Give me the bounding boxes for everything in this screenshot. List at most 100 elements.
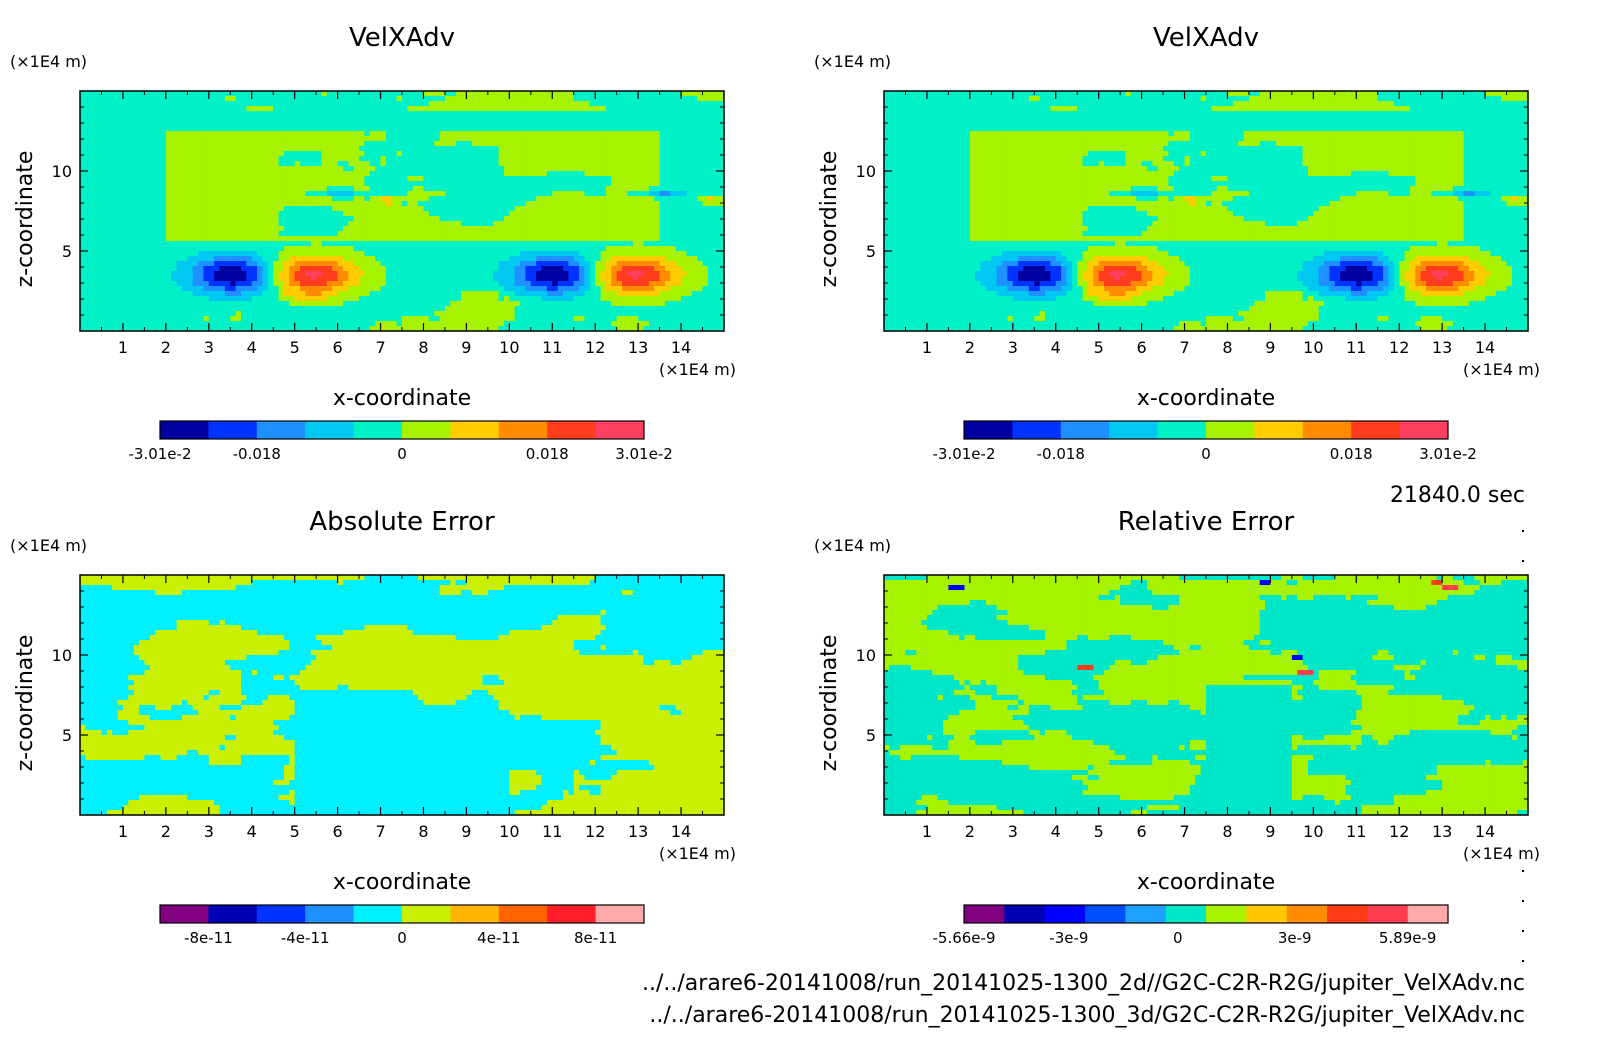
contour-cell xyxy=(584,291,591,297)
contour-cell xyxy=(337,191,344,197)
contour-cell xyxy=(434,276,441,282)
contour-cell xyxy=(144,296,151,302)
contour-cell xyxy=(568,216,575,222)
contour-cell xyxy=(283,196,290,202)
contour-cell xyxy=(498,171,505,177)
contour-cell xyxy=(149,256,156,262)
contour-cell xyxy=(224,126,231,132)
contour-cell xyxy=(80,126,86,132)
contour-cell xyxy=(246,276,253,282)
contour-cell xyxy=(487,281,494,287)
contour-cell xyxy=(337,281,344,287)
contour-cell xyxy=(139,156,145,162)
contour-cell xyxy=(348,221,355,227)
contour-cell xyxy=(294,256,301,262)
contour-cell xyxy=(160,196,167,202)
contour-cell xyxy=(477,176,484,182)
contour-cell xyxy=(385,141,392,147)
contour-cell xyxy=(525,226,532,232)
contour-cell xyxy=(353,171,360,177)
contour-cell xyxy=(353,291,360,297)
contour-cell xyxy=(450,271,457,277)
contour-cell xyxy=(305,321,312,327)
contour-cell xyxy=(155,226,162,232)
contour-cell xyxy=(536,121,543,127)
contour-cell xyxy=(455,121,462,127)
contour-cell xyxy=(326,241,333,247)
contour-cell xyxy=(101,321,108,327)
contour-cell xyxy=(198,201,205,207)
contour-cell xyxy=(96,186,103,192)
contour-cell xyxy=(101,326,108,332)
contour-cell xyxy=(455,101,462,107)
contour-cell xyxy=(257,211,264,217)
contour-cell xyxy=(520,216,527,222)
contour-cell xyxy=(160,191,167,197)
contour-cell xyxy=(444,106,451,112)
contour-cell xyxy=(203,126,210,132)
contour-cell xyxy=(627,326,634,332)
contour-cell xyxy=(160,261,167,267)
contour-cell xyxy=(235,166,242,172)
contour-cell xyxy=(380,151,387,157)
contour-cell xyxy=(144,211,151,217)
contour-cell xyxy=(369,166,376,172)
contour-cell xyxy=(568,231,575,237)
contour-cell xyxy=(278,301,285,307)
contour-cell xyxy=(278,131,285,137)
contour-cell xyxy=(525,181,532,187)
contour-cell xyxy=(359,146,366,152)
contour-cell xyxy=(412,306,419,312)
contour-cell xyxy=(283,271,290,277)
contour-cell xyxy=(595,301,602,307)
contour-cell xyxy=(412,281,419,287)
contour-cell xyxy=(589,266,596,272)
contour-cell xyxy=(198,211,205,217)
contour-cell xyxy=(117,231,124,237)
contour-cell xyxy=(133,286,140,292)
contour-cell xyxy=(80,186,86,192)
contour-cell xyxy=(96,191,103,197)
contour-cell xyxy=(391,176,398,182)
contour-cell xyxy=(224,311,231,317)
contour-cell xyxy=(294,156,301,162)
contour-cell xyxy=(616,166,623,172)
contour-cell xyxy=(461,101,467,107)
contour-cell xyxy=(595,96,602,102)
contour-cell xyxy=(144,311,151,317)
contour-cell xyxy=(444,161,451,167)
contour-cell xyxy=(246,311,253,317)
contour-cell xyxy=(364,271,371,277)
contour-cell xyxy=(278,251,285,257)
contour-cell xyxy=(278,121,285,127)
contour-cell xyxy=(589,191,596,197)
contour-cell xyxy=(605,176,612,182)
contour-cell xyxy=(160,326,167,332)
contour-cell xyxy=(498,291,505,297)
contour-cell xyxy=(337,121,344,127)
contour-cell xyxy=(627,96,634,102)
contour-cell xyxy=(101,276,108,282)
contour-cell xyxy=(283,226,290,232)
contour-cell xyxy=(198,151,205,157)
contour-cell xyxy=(396,161,403,167)
contour-cell xyxy=(80,271,86,277)
contour-cell xyxy=(439,226,446,232)
contour-cell xyxy=(176,316,183,322)
contour-cell xyxy=(450,281,457,287)
contour-cell xyxy=(235,266,242,272)
contour-cell xyxy=(611,311,618,317)
contour-cell xyxy=(257,206,264,212)
contour-cell xyxy=(219,326,226,332)
contour-cell xyxy=(380,141,387,147)
contour-cell xyxy=(369,186,376,192)
contour-cell xyxy=(241,236,247,242)
contour-cell xyxy=(514,101,521,107)
contour-cell xyxy=(595,231,602,237)
contour-cell xyxy=(471,251,478,257)
contour-cell xyxy=(359,121,366,127)
contour-cell xyxy=(520,306,527,312)
contour-cell xyxy=(294,231,301,237)
contour-cell xyxy=(192,256,199,262)
contour-cell xyxy=(568,101,575,107)
